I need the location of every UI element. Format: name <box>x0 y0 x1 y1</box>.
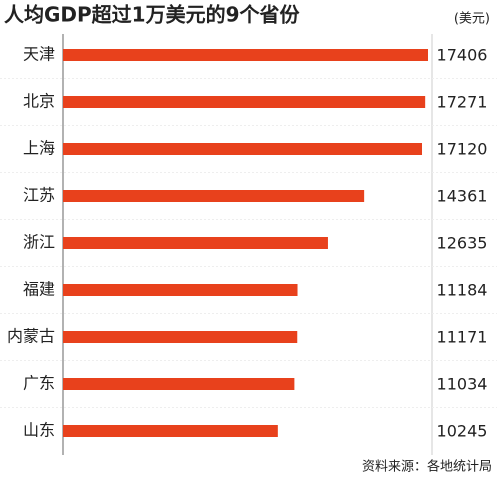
bar <box>63 331 298 343</box>
value-label: 12635 <box>437 234 488 253</box>
value-label: 11034 <box>437 375 488 394</box>
value-label: 11184 <box>437 281 488 300</box>
bar <box>63 284 298 296</box>
y-tick-label: 山东 <box>23 421 55 440</box>
value-label: 17120 <box>437 140 488 159</box>
bar <box>63 378 295 390</box>
bar <box>63 49 428 61</box>
bar <box>63 96 426 108</box>
y-tick-label: 浙江 <box>23 233 55 252</box>
y-tick-label: 天津 <box>23 45 55 64</box>
value-label: 17406 <box>437 46 488 65</box>
y-tick-label: 福建 <box>23 280 55 299</box>
y-tick-label: 北京 <box>23 92 55 111</box>
value-label: 17271 <box>437 93 488 112</box>
source-note: 资料来源：各地统计局 <box>362 459 492 475</box>
bar <box>63 425 278 437</box>
value-label: 11171 <box>437 328 488 347</box>
bar <box>63 143 423 155</box>
y-tick-label: 江苏 <box>23 186 55 205</box>
unit-label: (美元) <box>454 12 490 27</box>
bar <box>63 237 328 249</box>
y-tick-label: 上海 <box>23 139 55 158</box>
chart-title: 人均GDP超过1万美元的9个省份 <box>4 3 301 27</box>
y-tick-label: 广东 <box>23 374 55 393</box>
bar <box>63 190 365 202</box>
value-label: 10245 <box>437 422 488 441</box>
value-label: 14361 <box>437 187 488 206</box>
y-tick-label: 内蒙古 <box>7 327 55 346</box>
